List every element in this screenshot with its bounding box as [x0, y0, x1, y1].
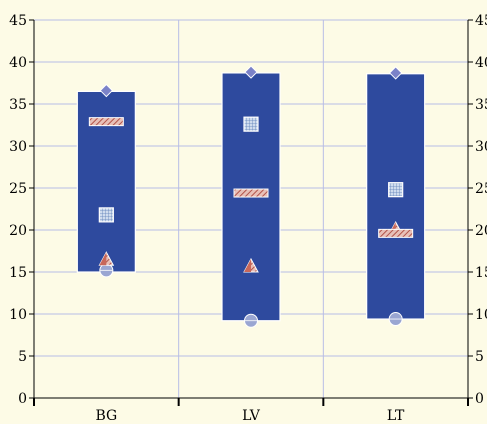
- left-tick-label-2: 10: [9, 307, 27, 323]
- axes: [33, 20, 469, 406]
- right-tick-label-1: 5: [475, 349, 484, 365]
- category-label-BG: BG: [95, 408, 117, 424]
- square-marker-BG: [98, 207, 114, 223]
- x-axis-category-labels: BG LV LT: [95, 408, 405, 424]
- left-tick-label-4: 20: [9, 223, 27, 239]
- left-tick-label-5: 25: [9, 181, 27, 197]
- right-y-axis-ticks: 0 5 10 15 20 25 30 35 40 45: [468, 13, 487, 407]
- right-tick-label-6: 30: [475, 139, 487, 155]
- category-label-LV: LV: [242, 408, 261, 424]
- diamond-marker-BG: [99, 83, 114, 98]
- left-tick-label-6: 30: [9, 139, 27, 155]
- right-tick-label-0: 0: [475, 391, 484, 407]
- square-marker-LT: [388, 182, 404, 198]
- right-tick-label-8: 40: [475, 55, 487, 71]
- marker-points: [88, 65, 414, 328]
- right-tick-label-9: 45: [475, 13, 487, 29]
- right-tick-label-2: 10: [475, 307, 487, 323]
- square-marker-LV: [243, 116, 259, 132]
- hatched-marker-LT: [378, 228, 414, 238]
- left-y-axis-ticks: 0 5 10 15 20 25 30 35 40 45: [9, 13, 34, 407]
- left-tick-label-7: 35: [9, 97, 27, 113]
- right-tick-label-7: 35: [475, 97, 487, 113]
- hatched-marker-LV: [233, 188, 269, 198]
- right-tick-label-3: 15: [475, 265, 487, 281]
- left-tick-label-9: 45: [9, 13, 27, 29]
- hatched-marker-BG: [88, 117, 124, 127]
- left-tick-label-3: 15: [9, 265, 27, 281]
- right-tick-label-5: 25: [475, 181, 487, 197]
- diamond-marker-LT: [388, 66, 403, 80]
- left-tick-label-0: 0: [18, 391, 27, 407]
- left-tick-label-1: 5: [18, 349, 27, 365]
- left-tick-label-8: 40: [9, 55, 27, 71]
- right-tick-label-4: 20: [475, 223, 487, 239]
- diamond-marker-LV: [244, 65, 258, 79]
- range-bars: [76, 72, 426, 322]
- triangle-marker-shade-LV: [244, 258, 251, 272]
- category-label-LT: LT: [387, 408, 405, 424]
- triangle-marker-shade-BG: [99, 252, 107, 266]
